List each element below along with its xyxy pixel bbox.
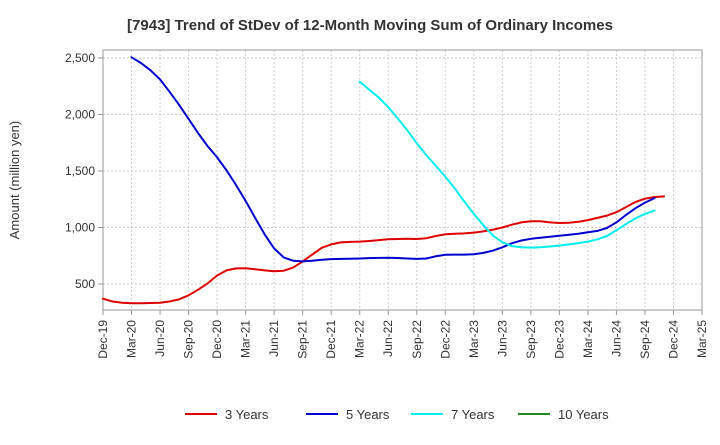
x-tick-label: Sep-24 xyxy=(638,320,652,359)
legend-label-7-years: 7 Years xyxy=(451,407,495,422)
series-line-5-years xyxy=(130,56,656,263)
x-tick-label: Dec-24 xyxy=(666,320,680,359)
series-line-7-years xyxy=(358,80,656,249)
legend: 3 Years 5 Years 7 Years 10 Years xyxy=(185,407,609,422)
x-tick-label: Mar-25 xyxy=(695,320,709,358)
y-axis-ticks: 500 1,000 1,500 2,000 2,500 xyxy=(65,51,103,291)
x-tick-label: Jun-22 xyxy=(381,320,395,357)
x-tick-label: Jun-24 xyxy=(609,320,623,357)
y-axis-label: Amount (million yen) xyxy=(7,121,22,240)
x-tick-label: Mar-23 xyxy=(467,320,481,358)
x-axis-ticks: Dec-19 Mar-20 Jun-20 Sep-20 Dec-20 Mar-21 Jun-… xyxy=(96,310,709,359)
x-tick-label: Sep-22 xyxy=(410,320,424,359)
x-tick-label: Jun-20 xyxy=(153,320,167,357)
x-tick-label: Sep-23 xyxy=(524,320,538,359)
y-tick-label: 1,500 xyxy=(65,164,95,178)
y-tick-label: 1,000 xyxy=(65,220,95,234)
chart-title: [7943] Trend of StDev of 12-Month Moving… xyxy=(127,17,613,34)
x-tick-label: Mar-21 xyxy=(239,320,253,358)
x-tick-label: Sep-21 xyxy=(296,320,310,359)
grid-lines xyxy=(103,50,702,310)
legend-label-3-years: 3 Years xyxy=(225,407,269,422)
series-line-3-years xyxy=(102,195,665,305)
x-tick-label: Dec-23 xyxy=(552,320,566,359)
y-tick-label: 2,500 xyxy=(65,51,95,65)
x-tick-label: Dec-19 xyxy=(96,320,110,359)
plot-area xyxy=(102,49,703,311)
x-tick-label: Dec-20 xyxy=(210,320,224,359)
series-lines xyxy=(102,56,665,305)
x-tick-label: Dec-22 xyxy=(438,320,452,359)
x-tick-label: Mar-24 xyxy=(581,320,595,358)
x-tick-label: Jun-21 xyxy=(267,320,281,357)
y-tick-label: 2,000 xyxy=(65,107,95,121)
legend-label-10-years: 10 Years xyxy=(558,407,609,422)
y-tick-label: 500 xyxy=(75,277,95,291)
legend-label-5-years: 5 Years xyxy=(346,407,390,422)
x-tick-label: Sep-20 xyxy=(182,320,196,359)
x-tick-label: Dec-21 xyxy=(324,320,338,359)
x-tick-label: Mar-20 xyxy=(125,320,139,358)
x-tick-label: Jun-23 xyxy=(495,320,509,357)
x-tick-label: Mar-22 xyxy=(353,320,367,358)
